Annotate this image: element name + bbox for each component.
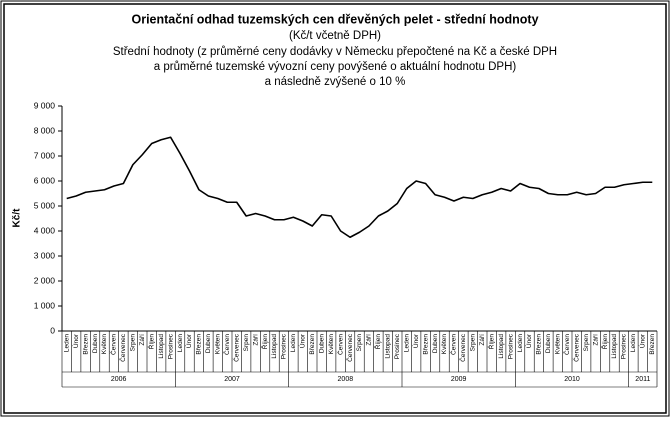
- x-tick-label: Srpen: [470, 334, 477, 352]
- year-label: 2011: [635, 376, 650, 383]
- x-tick-label: Leden: [63, 334, 70, 352]
- x-tick-label: Květen: [555, 334, 562, 355]
- x-tick-label: Leden: [177, 334, 184, 352]
- x-tick-label: Květen: [215, 334, 222, 355]
- inner-frame: [3, 3, 667, 414]
- x-tick-label: Červenec: [345, 333, 354, 362]
- x-tick-label: Listopad: [158, 334, 165, 359]
- y-tick-label: 2 000: [34, 275, 56, 285]
- x-tick-label: Září: [252, 334, 259, 346]
- x-tick-label: Prosinec: [167, 333, 174, 359]
- chart-subtitle: (Kč/t včetně DPH): [289, 30, 381, 42]
- x-tick-label: Leden: [403, 334, 410, 352]
- x-tick-label: Červen: [449, 334, 458, 355]
- x-tick-label: Listopad: [498, 334, 505, 359]
- y-tick-label: 8 000: [34, 125, 56, 135]
- x-tick-label: Únor: [71, 333, 80, 348]
- x-tick-label: Únor: [184, 333, 193, 348]
- y-tick-label: 9 000: [34, 100, 56, 110]
- x-tick-label: Prosinec: [394, 333, 401, 359]
- x-tick-label: Listopad: [385, 334, 392, 359]
- x-tick-label: Září: [366, 334, 373, 346]
- x-tick-label: Říjen: [486, 334, 495, 350]
- x-tick-label: Říjen: [260, 334, 269, 350]
- x-tick-label: Duben: [545, 334, 552, 354]
- x-tick-label: Březen: [422, 334, 429, 355]
- data-line: [66, 136, 653, 239]
- x-tick-label: Duben: [432, 334, 439, 354]
- x-tick-label: Září: [139, 334, 146, 346]
- y-tick-label: 3 000: [34, 250, 56, 260]
- x-tick-label: Březen: [649, 334, 656, 355]
- x-tick-label: Duben: [318, 334, 325, 354]
- x-tick-label: Červenec: [458, 333, 467, 362]
- x-tick-label: Leden: [517, 334, 524, 352]
- x-tick-label: Červenec: [231, 333, 240, 362]
- y-tick-label: 7 000: [34, 150, 56, 160]
- x-tick-label: Leden: [630, 334, 637, 352]
- year-label: 2009: [451, 376, 467, 383]
- x-tick-label: Říjen: [146, 334, 155, 350]
- x-tick-label: Březen: [82, 334, 89, 355]
- chart-title: Orientační odhad tuzemských cen dřevěnýc…: [131, 12, 538, 26]
- x-tick-label: Březen: [536, 334, 543, 355]
- x-tick-label: Srpen: [356, 334, 363, 352]
- x-tick-label: Říjen: [373, 334, 382, 350]
- x-tick-label: Květen: [328, 334, 335, 355]
- y-axis-label: Kč/t: [12, 208, 23, 228]
- year-label: 2007: [224, 376, 240, 383]
- x-tick-label: Prosinec: [281, 333, 288, 359]
- x-tick-label: Červen: [562, 334, 571, 355]
- year-label: 2006: [111, 376, 127, 383]
- year-label: 2010: [564, 376, 580, 383]
- x-tick-label: Červen: [335, 334, 344, 355]
- x-tick-label: Listopad: [611, 334, 618, 359]
- x-tick-label: Leden: [290, 334, 297, 352]
- x-tick-label: Únor: [524, 333, 533, 348]
- x-tick-label: Srpen: [583, 334, 590, 352]
- x-tick-label: Červenec: [118, 333, 127, 362]
- chart-subtitle: a následně zvýšené o 10 %: [265, 76, 406, 88]
- x-tick-label: Srpen: [243, 334, 250, 352]
- y-tick-label: 0: [50, 325, 55, 335]
- x-tick-label: Červenec: [571, 333, 580, 362]
- x-tick-label: Květen: [101, 334, 108, 355]
- x-tick-label: Září: [592, 334, 599, 346]
- chart-subtitle: Střední hodnoty (z průměrné ceny dodávky…: [113, 46, 557, 58]
- y-tick-label: 5 000: [34, 200, 56, 210]
- x-tick-label: Únor: [638, 333, 647, 348]
- x-tick-label: Březen: [196, 334, 203, 355]
- x-tick-label: Únor: [411, 333, 420, 348]
- x-tick-label: Prosinec: [507, 333, 514, 359]
- x-tick-label: Říjen: [600, 334, 609, 350]
- x-tick-label: Listopad: [271, 334, 278, 359]
- x-tick-label: Prosinec: [621, 333, 628, 359]
- x-tick-label: Červen: [222, 334, 231, 355]
- x-tick-label: Duben: [205, 334, 212, 354]
- x-tick-label: Září: [479, 334, 486, 346]
- chart-subtitle: a průměrné tuzemské vývozní ceny povýšen…: [154, 61, 517, 73]
- x-tick-label: Srpen: [130, 334, 137, 352]
- x-tick-label: Únor: [298, 333, 307, 348]
- x-tick-label: Duben: [92, 334, 99, 354]
- x-tick-label: Březen: [309, 334, 316, 355]
- y-tick-label: 4 000: [34, 225, 56, 235]
- x-tick-label: Květen: [441, 334, 448, 355]
- year-label: 2008: [338, 376, 354, 383]
- x-tick-label: Červen: [109, 334, 118, 355]
- y-tick-label: 1 000: [34, 300, 56, 310]
- y-tick-label: 6 000: [34, 175, 56, 185]
